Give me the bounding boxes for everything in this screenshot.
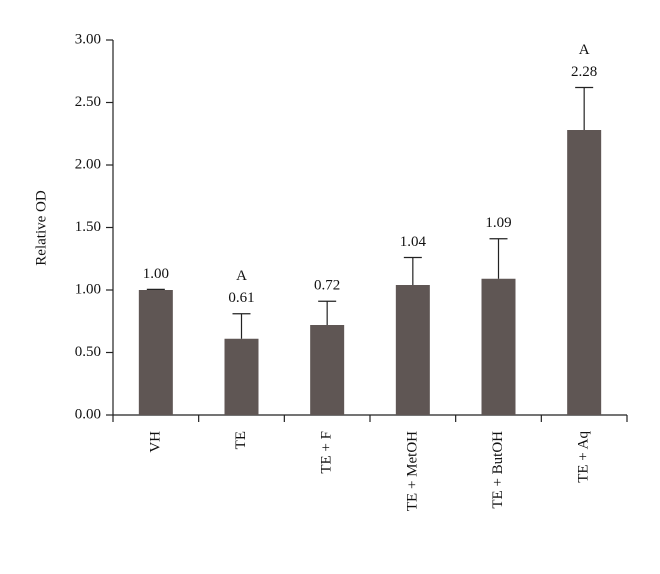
bar	[224, 338, 259, 415]
bar	[567, 130, 602, 415]
y-tick-label: 2.50	[75, 94, 101, 110]
y-axis-label: Relative OD	[33, 190, 49, 266]
bar	[138, 290, 173, 415]
value-label: 1.04	[400, 234, 427, 250]
x-tick-label: TE + F	[319, 431, 335, 474]
x-tick-label: TE + MetOH	[404, 431, 420, 511]
y-tick-label: 1.00	[75, 281, 101, 297]
y-tick-label: 0.00	[75, 406, 101, 422]
x-tick-label: TE + ButOH	[490, 431, 506, 509]
y-tick-label: 0.50	[75, 344, 101, 360]
annotation: A	[579, 42, 590, 58]
bar	[481, 278, 516, 415]
value-label: 2.28	[571, 64, 597, 80]
annotation: A	[236, 268, 247, 284]
x-tick-label: TE	[233, 431, 249, 449]
value-label: 0.61	[228, 290, 254, 306]
y-tick-label: 2.00	[75, 156, 101, 172]
bar	[395, 285, 430, 415]
x-tick-label: VH	[147, 431, 163, 453]
value-label: 1.09	[485, 215, 511, 231]
value-label: 0.72	[314, 278, 340, 294]
y-tick-label: 1.50	[75, 219, 101, 235]
bar	[310, 325, 345, 415]
x-tick-label: TE + Aq	[576, 431, 592, 483]
value-label: 1.00	[143, 266, 169, 282]
y-tick-label: 3.00	[75, 31, 101, 47]
